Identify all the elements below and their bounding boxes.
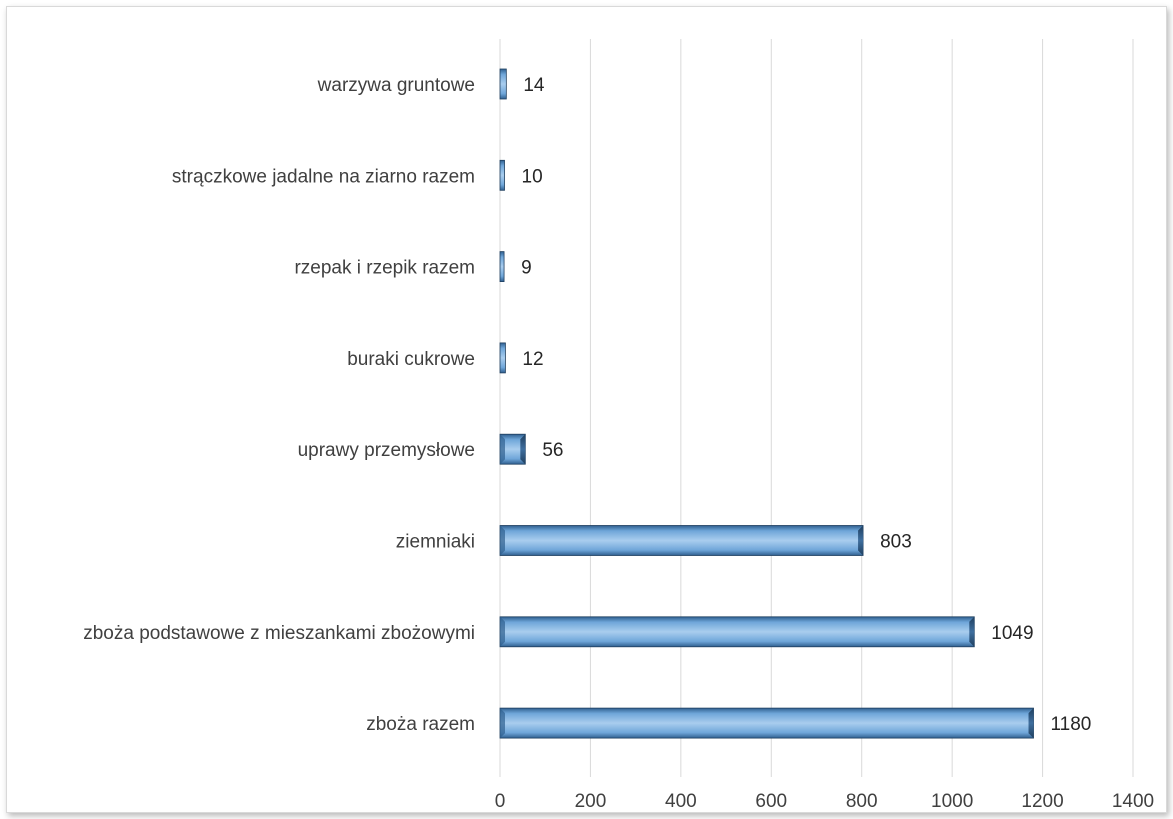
chart-frame: 0 200 400 600 800 1000 1200 1400 warzywa gruntow… (6, 6, 1167, 813)
category-label: uprawy przemysłowe (298, 440, 475, 461)
bar-group (499, 433, 526, 465)
bar-group (499, 251, 505, 283)
bar-group (499, 707, 1034, 739)
x-tick-label: 200 (575, 791, 607, 812)
x-tick-label: 600 (755, 791, 787, 812)
bar-cap-left (500, 708, 505, 739)
bar-cap-left (500, 525, 505, 556)
category-label: rzepak i rzepik razem (294, 258, 475, 279)
bar (499, 525, 864, 556)
bar-cap-right (1028, 708, 1034, 739)
bar-group (499, 342, 506, 374)
bar-group (499, 616, 975, 648)
data-label: 14 (523, 75, 545, 96)
x-tick-label: 800 (846, 791, 878, 812)
category-label: warzywa gruntowe (317, 75, 475, 96)
bar (499, 616, 975, 648)
bar (499, 159, 505, 191)
x-tick-label: 0 (495, 791, 506, 812)
bar-group (499, 68, 507, 100)
data-label: 1180 (1051, 714, 1092, 735)
data-label: 56 (542, 440, 563, 461)
bar-cap-left (500, 434, 505, 465)
bar-cap-right (520, 434, 526, 465)
bar (499, 707, 1034, 739)
bar (499, 342, 506, 374)
category-label: zboża podstawowe z mieszankami zbożowymi (83, 623, 475, 644)
data-label: 803 (880, 532, 912, 553)
x-tick-label: 1000 (931, 791, 973, 812)
bar (499, 251, 505, 283)
category-label: strączkowe jadalne na ziarno razem (172, 166, 475, 187)
x-tick-label: 1200 (1021, 791, 1063, 812)
data-label: 10 (522, 166, 543, 187)
bar-cap-right (969, 616, 975, 647)
bar-chart: 0 200 400 600 800 1000 1200 1400 warzywa gruntow… (83, 39, 1154, 812)
bar-group (499, 159, 505, 191)
bar-cap-left (500, 616, 505, 647)
category-label: buraki cukrowe (347, 349, 475, 370)
bar-group (499, 525, 864, 556)
bar-cap-right (858, 525, 864, 556)
bar (499, 68, 507, 100)
category-label: zboża razem (366, 714, 475, 735)
data-label: 12 (522, 349, 543, 370)
x-tick-label: 400 (665, 791, 697, 812)
data-label: 9 (521, 258, 532, 279)
data-label: 1049 (991, 623, 1033, 644)
category-label: ziemniaki (396, 532, 475, 553)
x-tick-label: 1400 (1112, 791, 1154, 812)
